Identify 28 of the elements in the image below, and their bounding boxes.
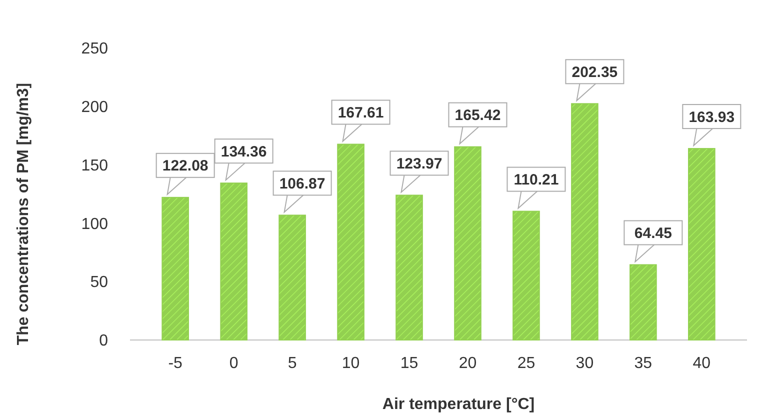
x-tick-label: 30 <box>576 355 594 372</box>
x-tick-label: 15 <box>400 355 418 372</box>
data-label: 167.61 <box>338 104 384 122</box>
x-tick-label: 35 <box>634 355 652 372</box>
y-tick-label: 150 <box>81 157 108 174</box>
y-tick-label: 100 <box>81 216 108 233</box>
x-tick-label: 10 <box>342 355 360 372</box>
x-tick-label: 40 <box>692 355 711 372</box>
data-label: 64.45 <box>634 224 672 242</box>
y-axis-title: The concentrations of PM [mg/m3] <box>15 82 32 346</box>
data-label: 202.35 <box>572 64 618 81</box>
data-label: 163.93 <box>688 108 735 126</box>
data-label: 122.08 <box>162 158 208 175</box>
data-label: 165.42 <box>454 107 501 124</box>
data-label: 110.21 <box>514 172 559 189</box>
y-tick-label: 50 <box>90 274 108 292</box>
x-tick-label: 0 <box>229 355 238 372</box>
x-tick-label: -5 <box>168 355 183 372</box>
x-axis-title: Air temperature [°C] <box>382 396 535 413</box>
x-tick-label: 20 <box>458 355 477 372</box>
y-tick-label: 250 <box>81 40 108 58</box>
data-label: 134.36 <box>220 143 267 160</box>
x-tick-label: 25 <box>517 355 536 372</box>
y-tick-label: 0 <box>99 332 108 350</box>
data-label: 106.87 <box>279 175 326 192</box>
x-tick-label: 5 <box>288 355 297 372</box>
data-label: 123.97 <box>396 155 442 172</box>
y-tick-label: 200 <box>81 99 108 116</box>
